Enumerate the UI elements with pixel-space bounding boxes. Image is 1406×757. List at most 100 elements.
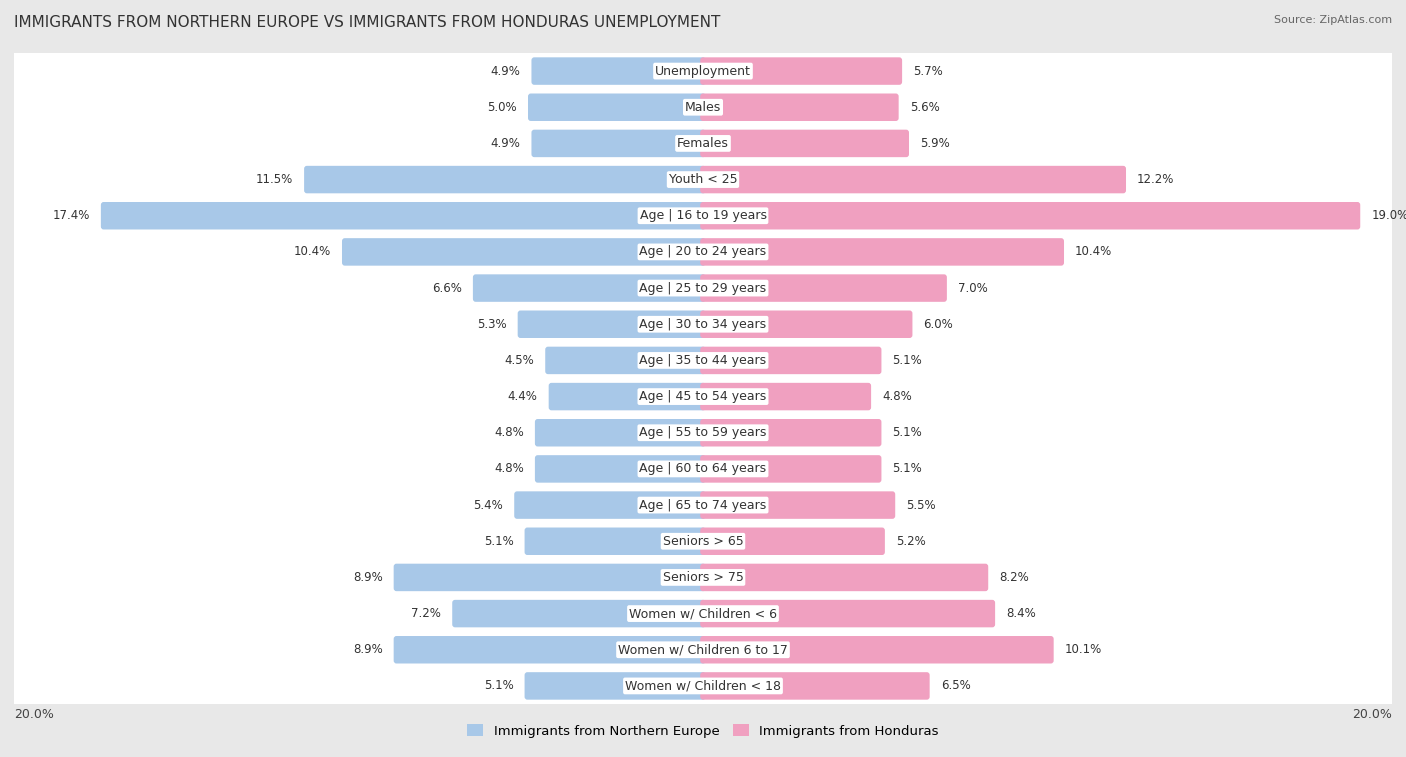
FancyBboxPatch shape — [13, 483, 1393, 528]
Text: Seniors > 75: Seniors > 75 — [662, 571, 744, 584]
FancyBboxPatch shape — [342, 238, 706, 266]
Text: Males: Males — [685, 101, 721, 114]
Text: 6.0%: 6.0% — [924, 318, 953, 331]
FancyBboxPatch shape — [700, 274, 946, 302]
Text: 5.7%: 5.7% — [912, 64, 943, 77]
Text: Age | 35 to 44 years: Age | 35 to 44 years — [640, 354, 766, 367]
FancyBboxPatch shape — [700, 383, 872, 410]
FancyBboxPatch shape — [700, 166, 1126, 193]
Text: Age | 30 to 34 years: Age | 30 to 34 years — [640, 318, 766, 331]
Text: Women w/ Children 6 to 17: Women w/ Children 6 to 17 — [619, 643, 787, 656]
Text: 17.4%: 17.4% — [52, 209, 90, 223]
FancyBboxPatch shape — [13, 410, 1393, 455]
FancyBboxPatch shape — [700, 491, 896, 519]
Text: Age | 65 to 74 years: Age | 65 to 74 years — [640, 499, 766, 512]
FancyBboxPatch shape — [534, 455, 706, 483]
Text: 5.1%: 5.1% — [484, 534, 513, 548]
Text: 5.4%: 5.4% — [474, 499, 503, 512]
FancyBboxPatch shape — [13, 555, 1393, 600]
Text: 8.4%: 8.4% — [1007, 607, 1036, 620]
FancyBboxPatch shape — [517, 310, 706, 338]
FancyBboxPatch shape — [524, 528, 706, 555]
FancyBboxPatch shape — [700, 636, 1053, 663]
Text: 5.1%: 5.1% — [893, 426, 922, 439]
FancyBboxPatch shape — [13, 374, 1393, 419]
FancyBboxPatch shape — [13, 628, 1393, 672]
Text: 5.1%: 5.1% — [893, 463, 922, 475]
FancyBboxPatch shape — [515, 491, 706, 519]
Text: 5.3%: 5.3% — [477, 318, 506, 331]
Text: 8.2%: 8.2% — [1000, 571, 1029, 584]
Text: IMMIGRANTS FROM NORTHERN EUROPE VS IMMIGRANTS FROM HONDURAS UNEMPLOYMENT: IMMIGRANTS FROM NORTHERN EUROPE VS IMMIG… — [14, 15, 720, 30]
Text: 6.6%: 6.6% — [432, 282, 461, 294]
Text: Source: ZipAtlas.com: Source: ZipAtlas.com — [1274, 15, 1392, 25]
FancyBboxPatch shape — [13, 591, 1393, 636]
FancyBboxPatch shape — [524, 672, 706, 699]
FancyBboxPatch shape — [453, 600, 706, 628]
FancyBboxPatch shape — [13, 663, 1393, 709]
Text: Women w/ Children < 6: Women w/ Children < 6 — [628, 607, 778, 620]
Text: 5.1%: 5.1% — [893, 354, 922, 367]
FancyBboxPatch shape — [700, 347, 882, 374]
FancyBboxPatch shape — [472, 274, 706, 302]
FancyBboxPatch shape — [13, 266, 1393, 310]
FancyBboxPatch shape — [700, 672, 929, 699]
FancyBboxPatch shape — [101, 202, 706, 229]
FancyBboxPatch shape — [700, 238, 1064, 266]
FancyBboxPatch shape — [700, 94, 898, 121]
Text: 4.5%: 4.5% — [505, 354, 534, 367]
FancyBboxPatch shape — [534, 419, 706, 447]
Text: Unemployment: Unemployment — [655, 64, 751, 77]
FancyBboxPatch shape — [531, 129, 706, 157]
Text: 7.0%: 7.0% — [957, 282, 987, 294]
Legend: Immigrants from Northern Europe, Immigrants from Honduras: Immigrants from Northern Europe, Immigra… — [463, 719, 943, 743]
Text: Age | 60 to 64 years: Age | 60 to 64 years — [640, 463, 766, 475]
FancyBboxPatch shape — [304, 166, 706, 193]
Text: 5.2%: 5.2% — [896, 534, 925, 548]
FancyBboxPatch shape — [13, 447, 1393, 491]
Text: Seniors > 65: Seniors > 65 — [662, 534, 744, 548]
FancyBboxPatch shape — [700, 600, 995, 628]
FancyBboxPatch shape — [13, 193, 1393, 238]
FancyBboxPatch shape — [700, 455, 882, 483]
Text: 6.5%: 6.5% — [941, 680, 970, 693]
Text: 8.9%: 8.9% — [353, 643, 382, 656]
Text: 5.9%: 5.9% — [920, 137, 950, 150]
FancyBboxPatch shape — [700, 528, 884, 555]
FancyBboxPatch shape — [700, 129, 910, 157]
Text: 20.0%: 20.0% — [1353, 708, 1392, 721]
FancyBboxPatch shape — [13, 157, 1393, 202]
Text: 5.1%: 5.1% — [484, 680, 513, 693]
Text: 4.8%: 4.8% — [882, 390, 912, 403]
FancyBboxPatch shape — [700, 310, 912, 338]
Text: Age | 45 to 54 years: Age | 45 to 54 years — [640, 390, 766, 403]
FancyBboxPatch shape — [13, 121, 1393, 166]
FancyBboxPatch shape — [13, 48, 1393, 94]
Text: 11.5%: 11.5% — [256, 173, 292, 186]
FancyBboxPatch shape — [700, 58, 903, 85]
Text: Age | 55 to 59 years: Age | 55 to 59 years — [640, 426, 766, 439]
Text: 20.0%: 20.0% — [14, 708, 53, 721]
FancyBboxPatch shape — [531, 58, 706, 85]
FancyBboxPatch shape — [529, 94, 706, 121]
Text: 5.0%: 5.0% — [488, 101, 517, 114]
FancyBboxPatch shape — [13, 338, 1393, 383]
Text: Youth < 25: Youth < 25 — [669, 173, 737, 186]
Text: 8.9%: 8.9% — [353, 571, 382, 584]
FancyBboxPatch shape — [700, 564, 988, 591]
Text: 5.5%: 5.5% — [907, 499, 936, 512]
Text: 4.8%: 4.8% — [494, 463, 524, 475]
Text: 4.9%: 4.9% — [491, 137, 520, 150]
FancyBboxPatch shape — [700, 202, 1360, 229]
Text: 12.2%: 12.2% — [1137, 173, 1174, 186]
FancyBboxPatch shape — [13, 229, 1393, 274]
Text: 4.4%: 4.4% — [508, 390, 537, 403]
Text: 4.9%: 4.9% — [491, 64, 520, 77]
FancyBboxPatch shape — [700, 419, 882, 447]
FancyBboxPatch shape — [394, 564, 706, 591]
Text: 4.8%: 4.8% — [494, 426, 524, 439]
FancyBboxPatch shape — [13, 302, 1393, 347]
Text: 10.1%: 10.1% — [1064, 643, 1102, 656]
FancyBboxPatch shape — [394, 636, 706, 663]
Text: Age | 20 to 24 years: Age | 20 to 24 years — [640, 245, 766, 258]
